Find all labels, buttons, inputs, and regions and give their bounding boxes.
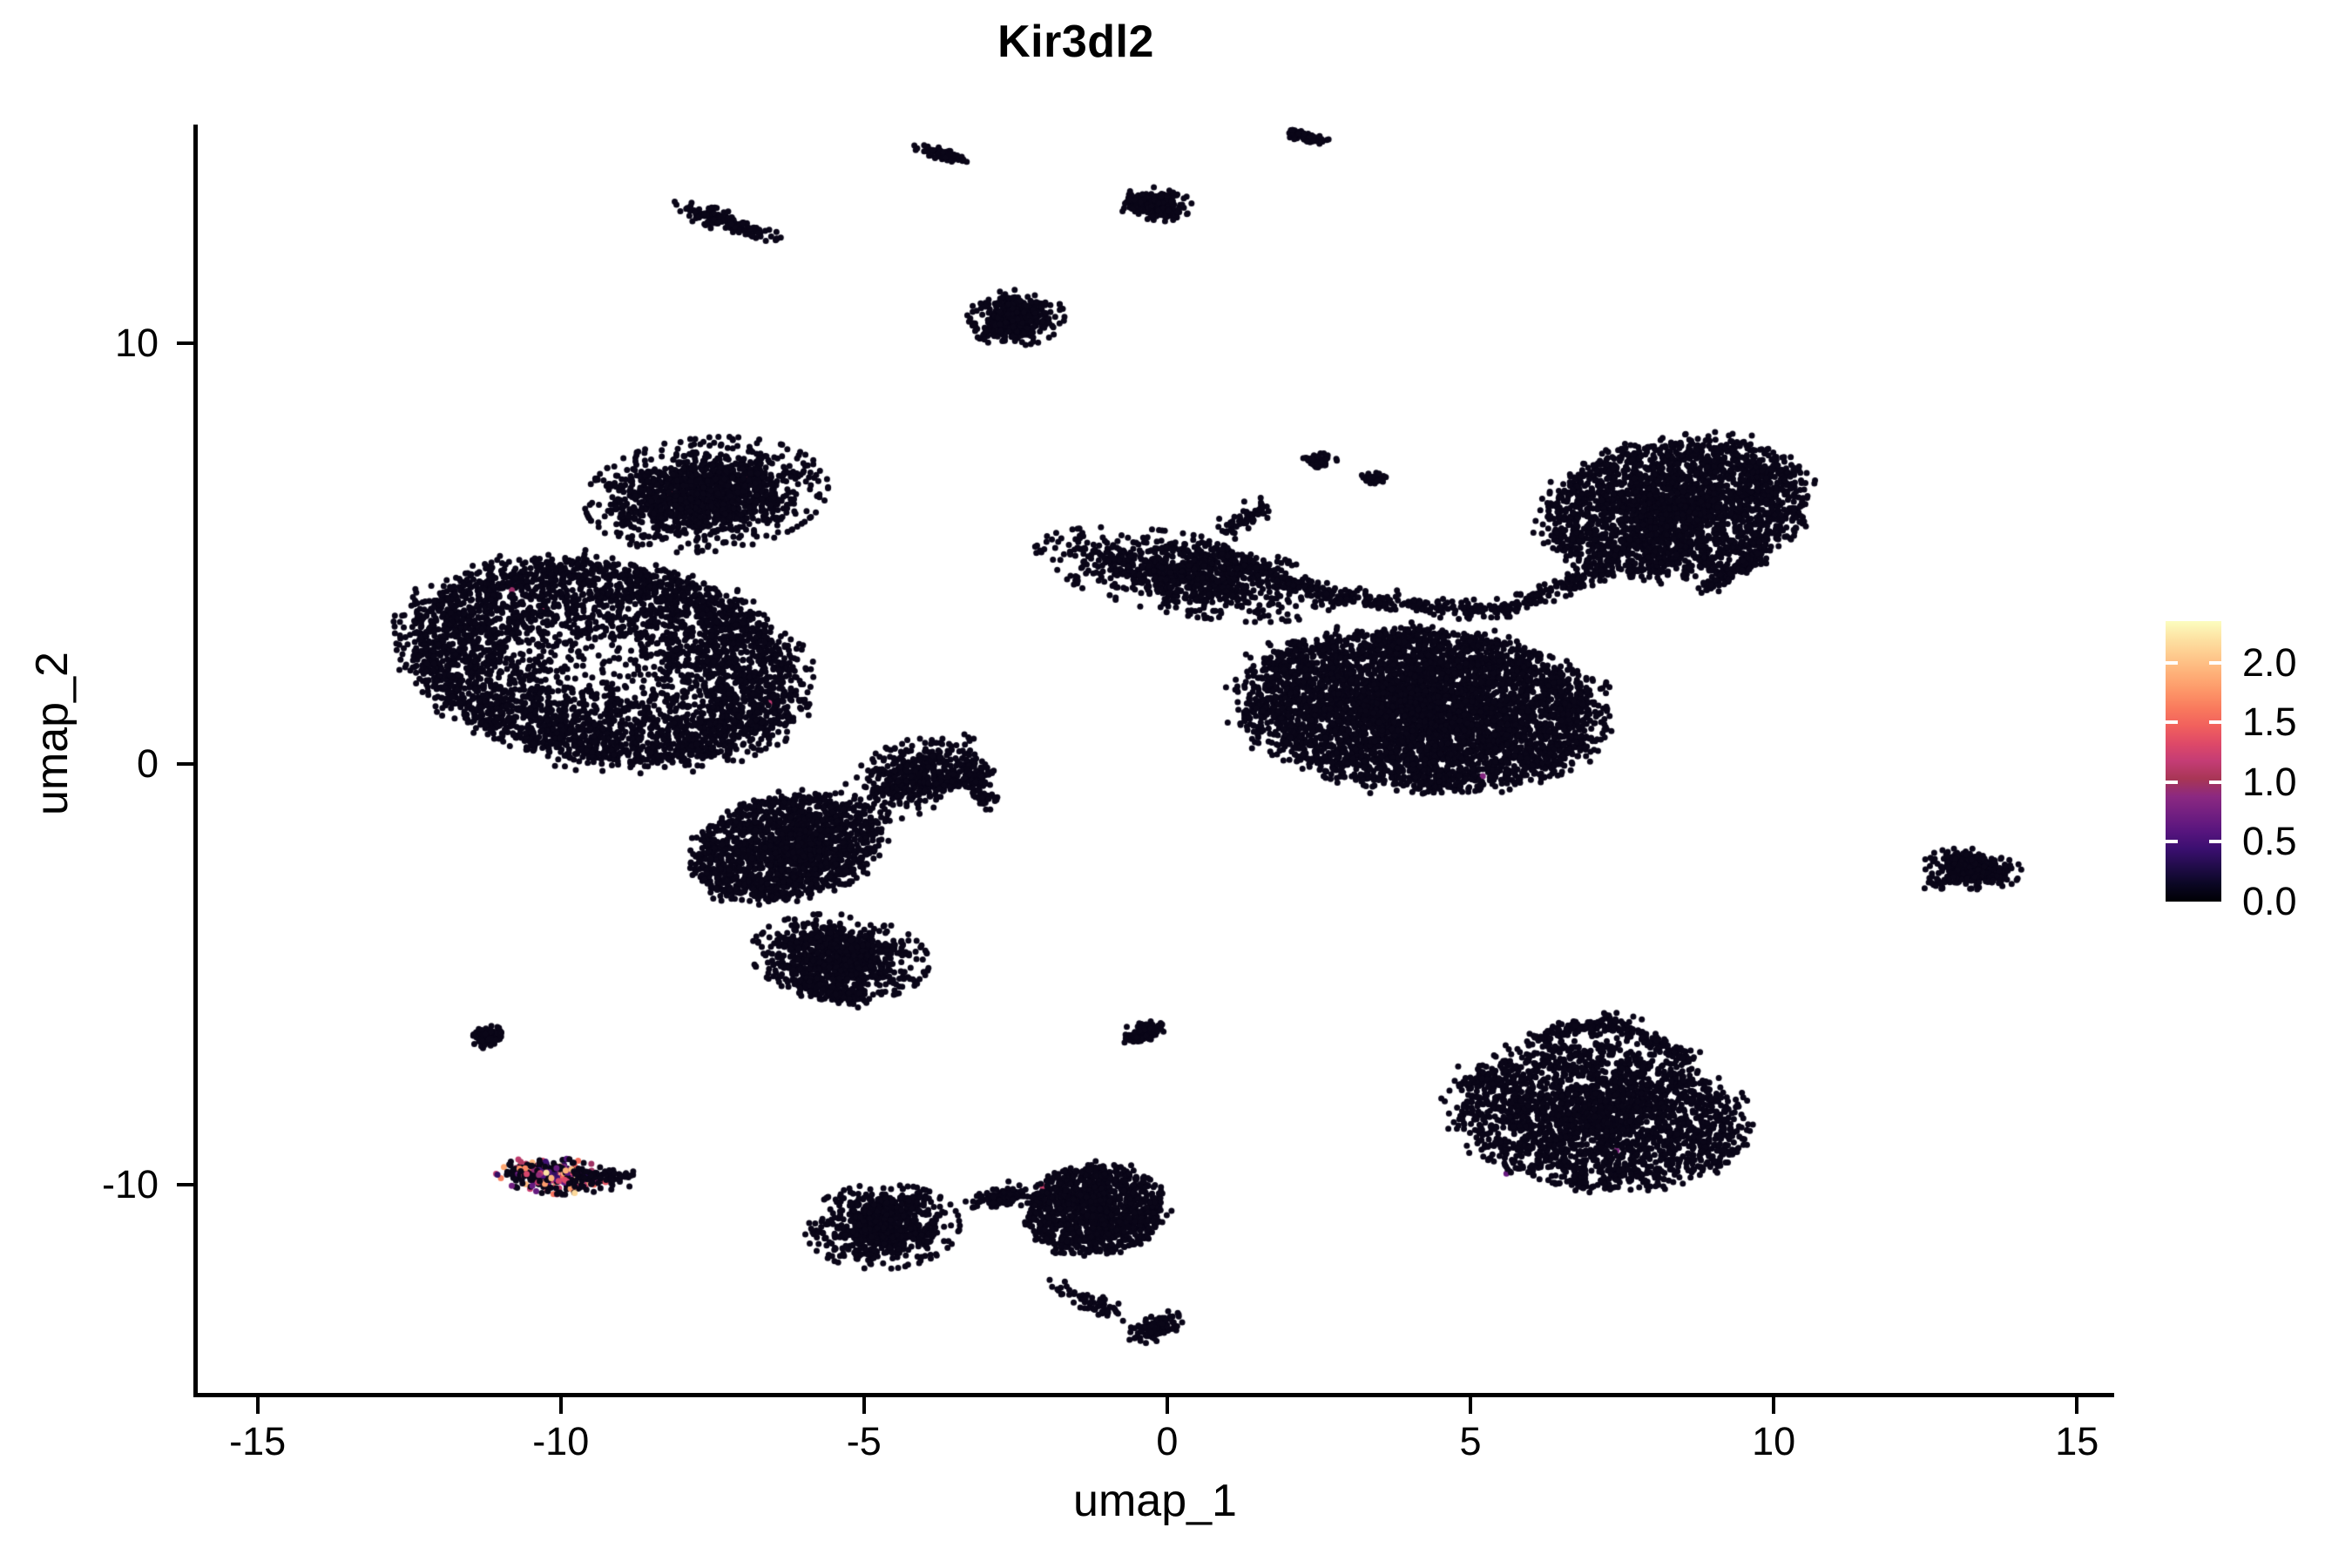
y-axis-line xyxy=(193,125,198,1397)
x-tick-mark xyxy=(862,1397,866,1414)
x-tick-mark xyxy=(1165,1397,1169,1414)
colorbar-tick-label: 2.0 xyxy=(2242,639,2297,685)
x-tick-mark xyxy=(1469,1397,1473,1414)
y-axis-title: umap_2 xyxy=(27,652,78,815)
x-tick-label: 15 xyxy=(2055,1419,2099,1463)
x-tick-label: 5 xyxy=(1459,1419,1482,1463)
colorbar-tick-label: 1.5 xyxy=(2242,700,2297,745)
x-axis-line xyxy=(193,1393,2114,1397)
x-tick-label: 10 xyxy=(1752,1419,1796,1463)
y-tick-mark xyxy=(177,761,193,766)
y-tick-label: 0 xyxy=(136,740,159,786)
x-tick-mark xyxy=(1772,1397,1776,1414)
colorbar-gradient xyxy=(2166,621,2221,902)
y-tick-label: -10 xyxy=(101,1161,159,1206)
colorbar-tick-label: 0.0 xyxy=(2242,879,2297,923)
x-tick-label: -15 xyxy=(229,1419,287,1463)
y-tick-label: 10 xyxy=(114,321,159,366)
page-title: Kir3dl2 xyxy=(997,17,1154,67)
scatter-canvas[interactable] xyxy=(197,125,2113,1395)
colorbar-tick-label: 0.5 xyxy=(2242,819,2297,864)
x-tick-label: 0 xyxy=(1156,1419,1179,1463)
x-tick-label: -10 xyxy=(532,1419,590,1463)
x-tick-mark xyxy=(255,1397,260,1414)
scatter-plot-panel[interactable] xyxy=(197,125,2113,1395)
x-axis-title: umap_1 xyxy=(1073,1476,1237,1526)
x-tick-mark xyxy=(558,1397,563,1414)
colorbar-tick-label: 1.0 xyxy=(2242,759,2297,804)
x-tick-label: -5 xyxy=(846,1419,882,1463)
x-tick-mark xyxy=(2075,1397,2079,1414)
y-tick-mark xyxy=(177,341,193,346)
colorbar-legend[interactable]: 0.0 0.5 1.0 1.5 2.0 xyxy=(2166,621,2340,923)
y-tick-mark xyxy=(177,1182,193,1186)
